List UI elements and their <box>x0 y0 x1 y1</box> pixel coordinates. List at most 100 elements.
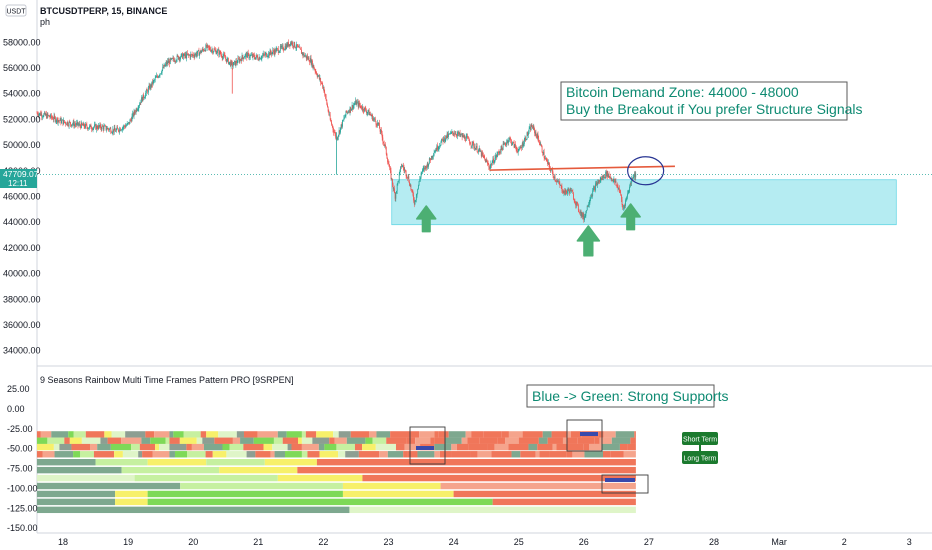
candle-body <box>147 87 149 93</box>
heatmap-cell <box>263 443 273 451</box>
candle-body <box>76 122 78 125</box>
heatmap-cell <box>610 451 624 458</box>
candle-body <box>443 137 445 142</box>
candle-body <box>102 125 103 127</box>
heatmap-cell <box>169 443 187 451</box>
candle-body <box>152 80 154 85</box>
candle-body <box>120 130 122 131</box>
candle-body <box>214 49 216 51</box>
y-tick-label: 38000.00 <box>3 294 41 304</box>
candle-body <box>417 185 419 189</box>
candle-body <box>411 190 413 191</box>
candle-body <box>99 124 101 127</box>
candle-body <box>171 58 173 60</box>
candle-body <box>389 167 391 171</box>
candle-body <box>616 185 618 186</box>
candle-body <box>350 107 352 111</box>
candle-body <box>236 62 238 64</box>
heatmap-cell <box>470 451 478 458</box>
candle-body <box>379 122 380 129</box>
candle-body <box>474 146 475 148</box>
candle-body <box>581 212 583 216</box>
candle-body <box>472 141 474 144</box>
candle-body <box>612 179 613 182</box>
heatmap-cell <box>312 437 330 444</box>
candle-body <box>428 163 430 167</box>
candle-body <box>268 52 270 56</box>
candle-body <box>262 53 264 56</box>
heatmap-cell <box>36 466 122 474</box>
candle-body <box>253 55 255 58</box>
y-tick-label: 56000.00 <box>3 63 41 73</box>
candle-body <box>229 61 231 63</box>
candle-body <box>460 134 462 136</box>
candle-body <box>197 50 198 54</box>
candle-body <box>333 132 335 134</box>
candle-body <box>131 116 133 122</box>
candle-body <box>318 75 319 77</box>
candle-body <box>336 137 338 140</box>
heatmap-cell <box>395 443 405 451</box>
candle-body <box>612 179 614 182</box>
candle-body <box>37 112 39 115</box>
candle-body <box>187 54 189 55</box>
candle-body <box>84 126 86 128</box>
candle-body <box>152 81 153 85</box>
candle-body <box>49 116 51 118</box>
indicator-y-tick-label: 0.00 <box>7 404 25 414</box>
candle-body <box>184 53 186 56</box>
candle-body <box>462 135 464 138</box>
candle-body <box>201 51 203 53</box>
heatmap-cell <box>346 437 366 444</box>
resistance-line <box>489 165 675 171</box>
candle-body <box>521 147 522 149</box>
candle-body <box>430 159 432 161</box>
candle-body <box>409 185 411 186</box>
heatmap-cell <box>403 451 408 458</box>
x-tick-label: 27 <box>644 537 654 547</box>
currency-tag[interactable] <box>5 4 27 17</box>
candle-body <box>268 52 270 57</box>
candle-body <box>476 145 478 152</box>
candle-body <box>438 146 440 149</box>
candle-body <box>417 188 419 194</box>
candle-body <box>188 54 190 56</box>
candle-body <box>348 111 350 113</box>
candle-body <box>588 204 589 207</box>
candle-body <box>342 119 344 121</box>
heatmap-cell <box>336 443 355 451</box>
candle-body <box>281 45 283 47</box>
candle-body <box>70 124 72 126</box>
heatmap-cell <box>471 431 484 438</box>
candle-body <box>96 125 97 130</box>
candle-body <box>225 58 227 60</box>
candle-body <box>492 158 494 163</box>
candle-body <box>517 150 518 153</box>
heatmap-cell <box>214 437 233 444</box>
candle-body <box>300 48 302 50</box>
candle-body <box>171 58 173 59</box>
candle-body <box>284 46 286 50</box>
x-tick-label: 28 <box>709 537 719 547</box>
candle-body <box>74 124 75 127</box>
heatmap-cell <box>566 431 571 438</box>
heatmap-cell <box>154 431 170 438</box>
candle-body <box>541 144 542 147</box>
last-price-time: 12:11 <box>8 179 28 188</box>
heatmap-cell <box>599 437 612 444</box>
candle-body <box>143 94 144 99</box>
y-tick-label: 42000.00 <box>3 243 41 253</box>
candle-body <box>398 173 400 181</box>
candle-body <box>358 102 360 107</box>
heatmap-cell <box>434 431 439 438</box>
heatmap-cell <box>539 451 550 458</box>
candle-body <box>36 112 38 114</box>
heatmap-cell <box>219 466 298 474</box>
candle-body <box>125 125 127 128</box>
candle-body <box>600 178 602 180</box>
candle-body <box>322 87 324 88</box>
candle-body <box>178 56 179 60</box>
candle-body <box>139 104 140 106</box>
candle-body <box>594 187 596 191</box>
indicator-y-tick-label: -125.00 <box>7 503 38 513</box>
